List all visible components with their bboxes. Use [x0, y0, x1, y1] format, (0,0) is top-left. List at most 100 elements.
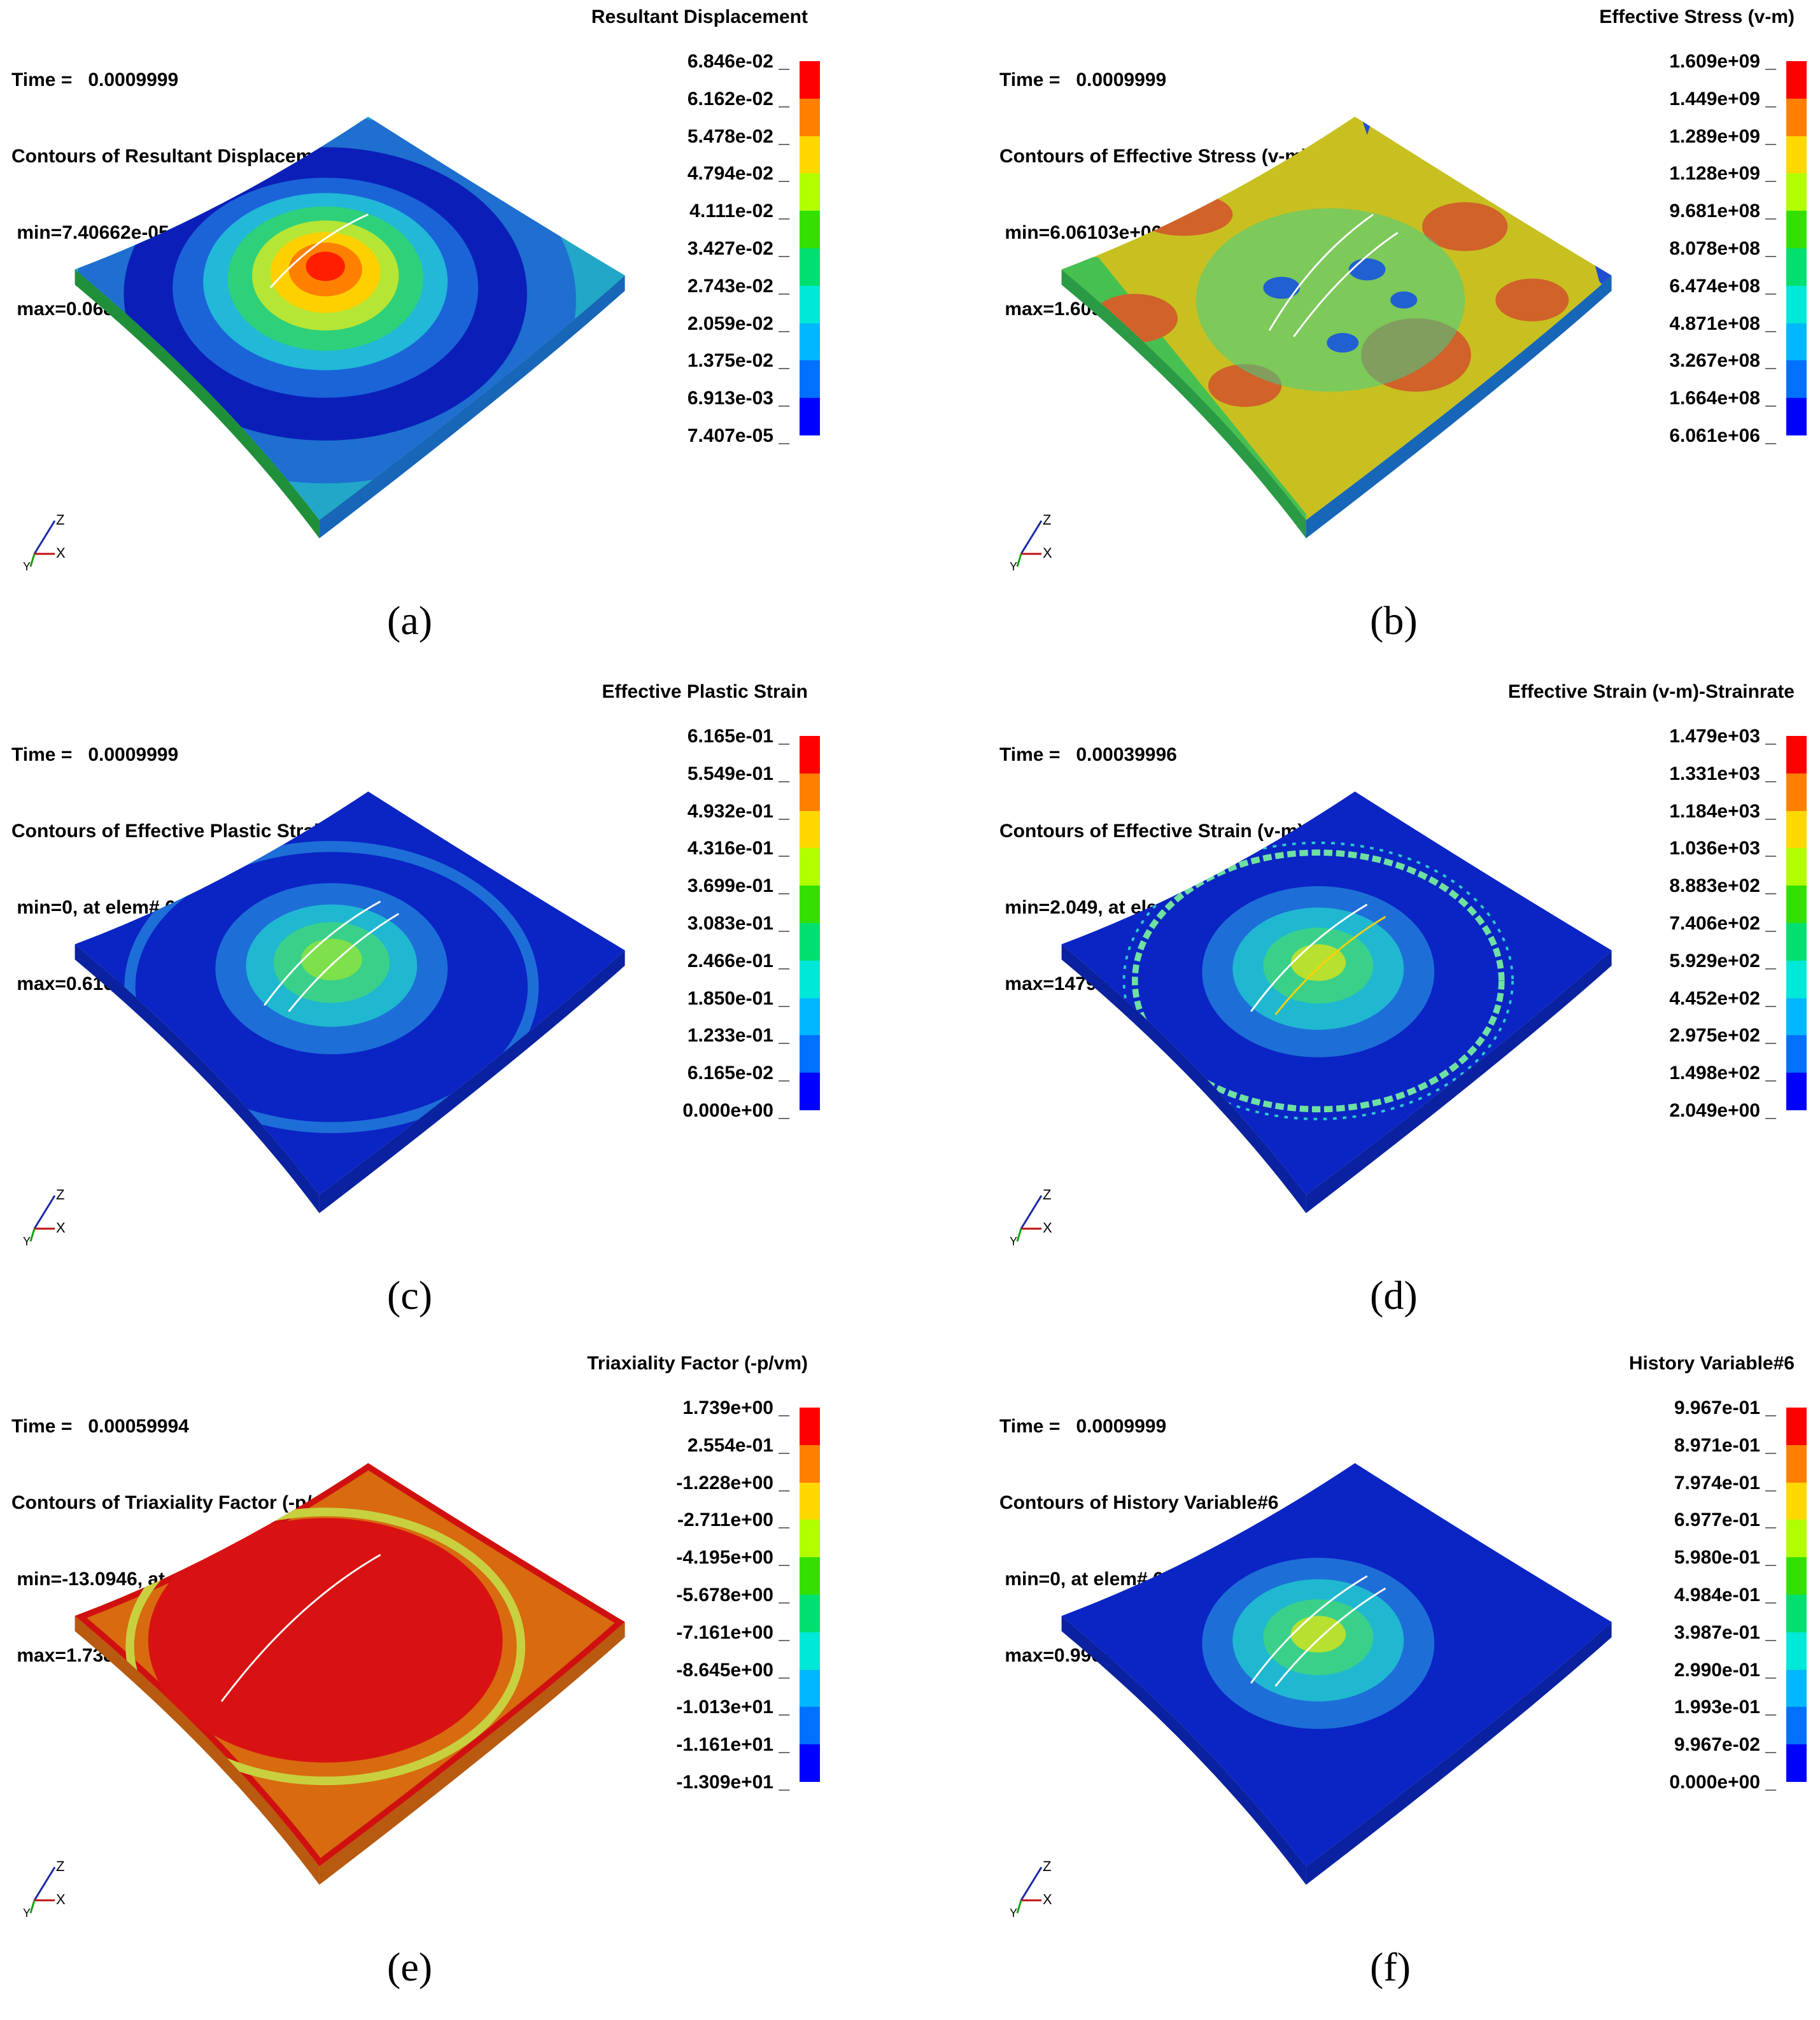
- color-bar-segment: [800, 173, 820, 211]
- tick-label: 9.681e+08 _: [1669, 201, 1776, 222]
- tick-label: 9.967e-02 _: [1674, 1734, 1776, 1756]
- tick-label: 6.165e-01 _: [687, 726, 789, 747]
- caption-text: (f): [1370, 1944, 1411, 1989]
- axis-y-label: Y: [1010, 1907, 1017, 1918]
- time-label: Time = 0.0009999: [999, 1416, 1167, 1437]
- tick-label: 3.083e-01 _: [687, 913, 789, 934]
- color-bar-segment: [1786, 136, 1807, 174]
- plate-side: [1061, 269, 1306, 539]
- axis-z-label: Z: [56, 1189, 64, 1203]
- plate-side: [1306, 950, 1612, 1213]
- color-bar-segment: [800, 285, 820, 323]
- color-bar-segment: [800, 773, 820, 811]
- tick-label: 6.162e-02 _: [687, 88, 789, 109]
- color-bar-segment: [800, 360, 820, 399]
- plate-plot: [1061, 117, 1612, 539]
- color-bar-segment: [1786, 98, 1807, 136]
- time-label: Time = 0.00059994: [11, 1416, 189, 1437]
- tick-label: 5.980e-01 _: [1674, 1547, 1776, 1569]
- color-bar-segment: [1786, 1073, 1807, 1110]
- tick-label: -5.678e+00 _: [676, 1585, 789, 1606]
- tick-label: 1.233e-01 _: [687, 1025, 789, 1047]
- color-bar-segment: [800, 248, 820, 286]
- tick-label: -4.195e+00 _: [676, 1547, 789, 1569]
- tick-label: 4.111e-02 _: [689, 201, 789, 222]
- tick-label: -7.161e+00 _: [676, 1621, 789, 1643]
- color-bar-segment: [1786, 1595, 1807, 1632]
- tick-label: 5.929e+02 _: [1669, 950, 1776, 971]
- tick-label: 2.975e+02 _: [1669, 1025, 1776, 1047]
- caption: (f): [1370, 1944, 1411, 1991]
- tick-label: -1.309e+01 _: [676, 1772, 789, 1793]
- axis-x-label: X: [56, 545, 66, 561]
- color-bar: [1786, 61, 1807, 435]
- axis-z-label: Z: [1043, 1189, 1051, 1203]
- axis-z-label: Z: [1043, 514, 1051, 528]
- axis-x-label: X: [1043, 1891, 1052, 1907]
- tick-label: 1.289e+09 _: [1669, 125, 1776, 147]
- color-bar-segment: [800, 1669, 820, 1707]
- color-bar-segment: [1786, 1444, 1807, 1483]
- tick-label: 8.078e+08 _: [1669, 238, 1776, 259]
- legend-title: Resultant Displacement: [591, 6, 808, 27]
- color-bar-segment: [800, 211, 820, 248]
- color-bar-segment: [1786, 960, 1807, 998]
- color-bar-segment: [1786, 1669, 1807, 1707]
- color-bar-segment: [1786, 810, 1807, 849]
- color-bar-segment: [800, 998, 820, 1036]
- color-bar-segment: [1786, 848, 1807, 886]
- panel-e: Time = 0.00059994 Contours of Triaxialit…: [0, 1346, 910, 2020]
- tick-label: 4.932e-01 _: [687, 800, 789, 822]
- tick-label: 1.128e+09 _: [1669, 163, 1776, 185]
- tick-label: 1.609e+09 _: [1669, 51, 1776, 72]
- color-bar-segment: [800, 1444, 820, 1483]
- axis-z-label: Z: [1043, 1861, 1051, 1874]
- tick-label: 8.883e+02 _: [1669, 875, 1776, 897]
- tick-label: 1.331e+03 _: [1669, 763, 1776, 784]
- color-bar-segment: [800, 1482, 820, 1520]
- axis-triad: Z X Y: [1010, 1861, 1052, 1918]
- tick-label: 4.316e-01 _: [687, 838, 789, 859]
- tick-label: 2.466e-01 _: [687, 950, 789, 971]
- color-bar-segment: [800, 1035, 820, 1073]
- axis-y-label: Y: [1010, 560, 1017, 572]
- tick-label: 1.664e+08 _: [1669, 388, 1776, 409]
- contours-label: Contours of Triaxiality Factor (-p/vm): [11, 1492, 346, 1513]
- tick-label: 6.165e-02 _: [687, 1063, 789, 1084]
- contours-label: Contours of Resultant Displacement: [11, 146, 342, 167]
- color-bar-segment: [1786, 248, 1807, 286]
- panel-f: Time = 0.0009999 Contours of History Var…: [910, 1346, 1820, 2020]
- tick-label: 5.549e-01 _: [687, 763, 789, 784]
- color-bar-segment: [800, 1632, 820, 1670]
- legend-title: Triaxiality Factor (-p/vm): [587, 1353, 808, 1374]
- tick-label: 7.407e-05 _: [687, 425, 789, 446]
- caption-text: (a): [387, 598, 433, 643]
- tick-label: 2.743e-02 _: [687, 275, 789, 297]
- color-bar-segment: [800, 1520, 820, 1558]
- legend-title: Effective Stress (v-m): [1599, 6, 1795, 27]
- tick-label: 1.850e-01 _: [687, 987, 789, 1009]
- plate-plot: [1061, 1463, 1612, 1885]
- plate-side: [319, 275, 625, 539]
- legend-title: Effective Plastic Strain: [602, 681, 808, 702]
- color-bar-segment: [1786, 1408, 1807, 1445]
- plate-plot: [74, 117, 625, 539]
- color-bar-segment: [1786, 360, 1807, 399]
- color-bar-segment: [800, 98, 820, 136]
- tick-label: 9.967e-01 _: [1674, 1397, 1776, 1418]
- color-bar-segment: [1786, 61, 1807, 99]
- axis-triad: Z X Y: [23, 1189, 66, 1247]
- color-bar: [1786, 1408, 1807, 1782]
- tick-label: 1.479e+03 _: [1669, 726, 1776, 747]
- tick-label: -1.228e+00 _: [676, 1472, 789, 1494]
- caption: (e): [387, 1944, 432, 1991]
- plate-plot: [74, 1463, 625, 1885]
- color-bar: [1786, 736, 1807, 1110]
- caption-text: (c): [387, 1273, 433, 1318]
- min-label: min=0, at elem# 6914: [11, 897, 208, 918]
- axis-x-label: X: [1043, 1220, 1052, 1236]
- color-bar-segment: [800, 1557, 820, 1595]
- axis-y-label: Y: [23, 1907, 31, 1918]
- color-bar-segment: [800, 810, 820, 849]
- tick-label: 7.974e-01 _: [1674, 1472, 1776, 1494]
